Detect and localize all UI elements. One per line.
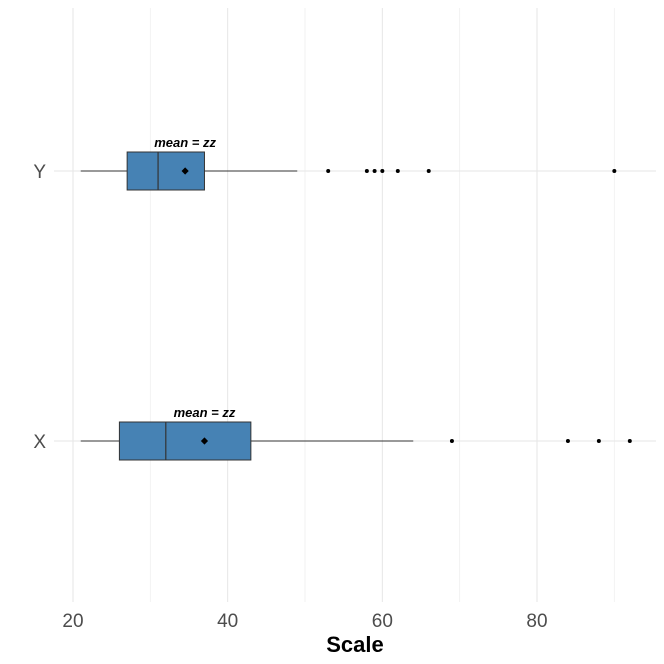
mean-marker bbox=[181, 167, 189, 175]
axis-labels: 20 40 60 80 X Y bbox=[33, 162, 547, 632]
outlier-point bbox=[372, 169, 377, 173]
outlier-point bbox=[627, 439, 632, 443]
y-category-label: X bbox=[33, 432, 46, 453]
outlier-point bbox=[612, 169, 617, 173]
outlier-point bbox=[395, 169, 400, 173]
grid-lines bbox=[54, 8, 656, 602]
outlier-point bbox=[364, 169, 369, 173]
mean-marker bbox=[200, 437, 209, 445]
y-category-label: Y bbox=[33, 162, 46, 183]
outlier-point bbox=[326, 169, 331, 173]
box-group-y: mean = zz bbox=[80, 135, 617, 191]
x-tick-label: 60 bbox=[372, 611, 393, 632]
outlier-point bbox=[449, 439, 454, 443]
x-axis-title: Scale bbox=[326, 632, 384, 657]
outlier-point bbox=[565, 439, 570, 443]
x-tick-label: 40 bbox=[217, 611, 238, 632]
plot-area: mean = zz mean = zz bbox=[80, 135, 632, 461]
x-tick-label: 80 bbox=[526, 611, 547, 632]
box-group-x: mean = zz bbox=[80, 405, 632, 461]
outlier-point bbox=[426, 169, 431, 173]
outlier-point bbox=[380, 169, 385, 173]
outlier-point bbox=[596, 439, 601, 443]
x-tick-label: 20 bbox=[62, 611, 83, 632]
box bbox=[118, 421, 252, 461]
mean-annotation: mean = zz bbox=[154, 135, 216, 150]
mean-annotation: mean = zz bbox=[174, 405, 236, 420]
box bbox=[126, 151, 205, 191]
